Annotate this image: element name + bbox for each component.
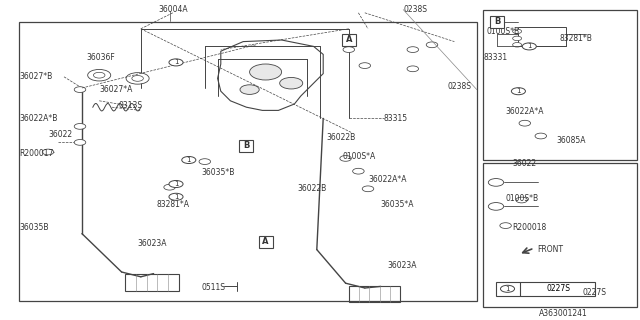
Circle shape (250, 64, 282, 80)
Polygon shape (259, 236, 273, 248)
Circle shape (169, 180, 183, 188)
Circle shape (132, 76, 143, 81)
Circle shape (199, 159, 211, 164)
Text: 83281*A: 83281*A (157, 200, 190, 209)
Text: 36035B: 36035B (19, 223, 49, 232)
Text: 0100S*A: 0100S*A (342, 152, 376, 161)
Text: A363001241: A363001241 (539, 309, 588, 318)
Circle shape (126, 73, 149, 84)
Text: 83281*B: 83281*B (560, 34, 593, 43)
Text: 1: 1 (173, 194, 179, 200)
Circle shape (74, 140, 86, 145)
Circle shape (42, 149, 54, 155)
Text: 83315: 83315 (384, 114, 408, 123)
Text: 36036F: 36036F (86, 53, 115, 62)
Text: 36004A: 36004A (158, 5, 188, 14)
Text: 1: 1 (505, 286, 510, 292)
Text: 0227S: 0227S (547, 284, 570, 293)
Text: A: A (262, 237, 269, 246)
Text: 1: 1 (173, 181, 179, 187)
Text: 0313S: 0313S (118, 101, 143, 110)
Circle shape (488, 179, 504, 186)
Text: 1: 1 (516, 88, 521, 94)
Circle shape (340, 156, 351, 161)
Circle shape (359, 63, 371, 68)
Text: FRONT: FRONT (538, 245, 564, 254)
Text: 0100S*B: 0100S*B (486, 28, 520, 36)
Text: 36085A: 36085A (557, 136, 586, 145)
Circle shape (535, 133, 547, 139)
Circle shape (513, 36, 522, 41)
Circle shape (182, 156, 196, 164)
Text: 36027*B: 36027*B (19, 72, 52, 81)
Circle shape (132, 76, 143, 81)
Circle shape (164, 184, 175, 190)
Text: 36022A*A: 36022A*A (506, 108, 544, 116)
Circle shape (511, 88, 525, 95)
Text: 36023A: 36023A (138, 239, 167, 248)
Text: A: A (346, 36, 352, 44)
Circle shape (169, 193, 183, 200)
Text: R200017: R200017 (19, 149, 54, 158)
Text: 83331: 83331 (483, 53, 508, 62)
Text: B: B (494, 17, 500, 26)
Circle shape (513, 29, 522, 34)
Text: R200018: R200018 (512, 223, 547, 232)
Circle shape (280, 77, 303, 89)
Circle shape (407, 66, 419, 72)
Circle shape (93, 72, 105, 78)
Circle shape (488, 203, 504, 210)
Polygon shape (490, 16, 504, 28)
Circle shape (513, 43, 522, 47)
Circle shape (522, 43, 536, 50)
Circle shape (169, 59, 183, 66)
Text: 0100S*B: 0100S*B (506, 194, 539, 203)
Text: 36022: 36022 (512, 159, 536, 168)
Circle shape (516, 197, 527, 203)
Text: 36035*A: 36035*A (381, 200, 414, 209)
Text: 0227S: 0227S (582, 288, 607, 297)
Text: 36022B: 36022B (326, 133, 356, 142)
Text: 0238S: 0238S (403, 5, 428, 14)
Circle shape (500, 285, 515, 292)
Circle shape (407, 47, 419, 52)
Circle shape (500, 223, 511, 228)
Circle shape (74, 87, 86, 92)
Text: B: B (243, 141, 250, 150)
Circle shape (426, 42, 438, 48)
Text: 36035*B: 36035*B (202, 168, 235, 177)
Text: 36023A: 36023A (387, 261, 417, 270)
Text: 36022B: 36022B (298, 184, 327, 193)
Circle shape (88, 69, 111, 81)
Text: 36027*A: 36027*A (99, 85, 132, 94)
Text: 36022A*A: 36022A*A (368, 175, 406, 184)
Circle shape (74, 124, 86, 129)
Circle shape (362, 186, 374, 192)
Text: 36022A*B: 36022A*B (19, 114, 58, 123)
Circle shape (519, 120, 531, 126)
Polygon shape (239, 140, 253, 152)
Polygon shape (342, 34, 356, 46)
Text: 1: 1 (186, 157, 191, 163)
Circle shape (353, 168, 364, 174)
Circle shape (343, 47, 355, 52)
Text: 0238S: 0238S (448, 82, 472, 91)
Text: 1: 1 (527, 44, 532, 49)
Text: 0511S: 0511S (202, 284, 226, 292)
Circle shape (93, 72, 105, 78)
Text: 36022: 36022 (48, 130, 72, 139)
Text: 1: 1 (173, 60, 179, 65)
Circle shape (240, 85, 259, 94)
